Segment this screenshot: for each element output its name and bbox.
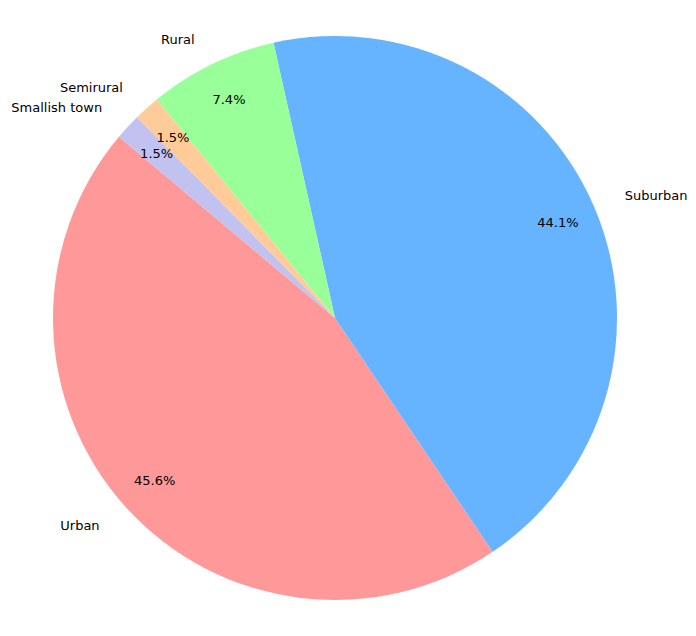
svg-text:44.1%: 44.1% — [537, 215, 578, 230]
svg-text:1.5%: 1.5% — [140, 146, 173, 161]
svg-text:7.4%: 7.4% — [212, 92, 245, 107]
svg-text:Urban: Urban — [60, 518, 99, 533]
svg-text:45.6%: 45.6% — [134, 473, 175, 488]
svg-text:Rural: Rural — [161, 32, 195, 47]
svg-text:Semirural: Semirural — [60, 80, 123, 95]
svg-text:Suburban: Suburban — [625, 188, 688, 203]
svg-text:1.5%: 1.5% — [156, 130, 189, 145]
svg-text:Smallish town: Smallish town — [11, 100, 102, 115]
